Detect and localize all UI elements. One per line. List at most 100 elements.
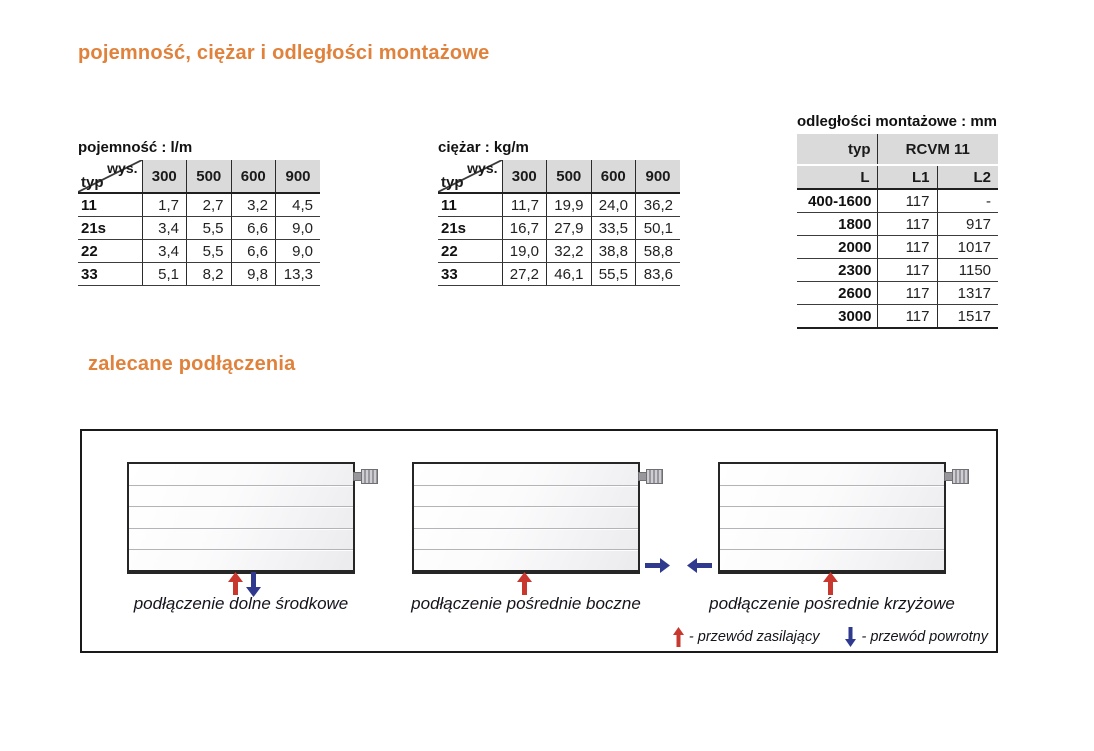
radiator-slat-line bbox=[720, 485, 944, 487]
radiator-slat-line bbox=[129, 506, 353, 508]
section-title-connections: zalecane podłączenia bbox=[88, 353, 296, 375]
table-row: 11 11,7 19,9 24,0 36,2 bbox=[438, 193, 680, 217]
l1-value: 117 bbox=[876, 258, 937, 282]
table-row: 2000 117 1017 bbox=[797, 235, 999, 259]
l2-value: 1017 bbox=[936, 235, 999, 259]
supply-arrow-up-icon bbox=[823, 572, 838, 595]
L-header: L bbox=[797, 165, 877, 190]
weight-header-row: wys. typ 300 500 600 900 bbox=[438, 160, 680, 194]
cell-value: 27,2 bbox=[501, 262, 547, 286]
table-row: 2300 117 1150 bbox=[797, 258, 999, 282]
cell-value: 83,6 bbox=[635, 262, 680, 286]
legend-item-supply: - przewód zasilający bbox=[672, 627, 820, 647]
return-arrow-right-icon bbox=[645, 558, 670, 573]
corner-wys-label: wys. bbox=[467, 160, 498, 176]
column-header: 300 bbox=[501, 160, 547, 194]
supply-arrow-up-icon bbox=[517, 572, 532, 595]
radiator-slat-line bbox=[414, 527, 638, 529]
legend: - przewód zasilający - przewód powrotny bbox=[672, 627, 988, 647]
cell-value: 3,2 bbox=[230, 193, 276, 217]
cell-value: 19,0 bbox=[501, 239, 547, 263]
return-arrow-down-icon bbox=[246, 572, 261, 597]
length-value: 2300 bbox=[797, 258, 877, 282]
row-type: 11 bbox=[438, 193, 502, 217]
row-type: 11 bbox=[78, 193, 142, 217]
cell-value: 1,7 bbox=[141, 193, 187, 217]
radiator-drawing bbox=[127, 462, 378, 574]
figure-caption: podłączenie pośrednie boczne bbox=[411, 594, 641, 613]
supply-arrow-up-icon bbox=[228, 572, 243, 595]
capacity-header-row: wys. typ 300 500 600 900 bbox=[78, 160, 320, 194]
radiator-slat-line bbox=[129, 527, 353, 529]
row-type: 22 bbox=[78, 239, 142, 263]
cell-value: 50,1 bbox=[635, 216, 680, 240]
length-value: 2000 bbox=[797, 235, 877, 259]
column-header: 500 bbox=[546, 160, 591, 194]
l2-value: 1150 bbox=[936, 258, 999, 282]
cell-value: 9,0 bbox=[275, 239, 320, 263]
cell-value: 27,9 bbox=[546, 216, 591, 240]
l2-value: - bbox=[936, 189, 999, 213]
cell-value: 19,9 bbox=[546, 193, 591, 217]
figure-caption: podłączenie dolne środkowe bbox=[133, 594, 349, 613]
cell-value: 36,2 bbox=[635, 193, 680, 217]
weight-table-block: ciężar : kg/m wys. typ 300 500 600 900 1… bbox=[438, 139, 680, 286]
L1-header: L1 bbox=[876, 165, 937, 190]
l2-value: 1517 bbox=[936, 304, 999, 329]
legend-label: - przewód zasilający bbox=[688, 629, 820, 645]
column-header: 300 bbox=[141, 160, 187, 194]
column-header: 600 bbox=[590, 160, 636, 194]
capacity-table-block: pojemność : l/m wys. typ 300 500 600 900… bbox=[78, 139, 320, 286]
valve-icon bbox=[353, 468, 378, 484]
radiator-slat-line bbox=[720, 548, 944, 550]
corner-typ-label: typ bbox=[441, 174, 464, 191]
valve-body bbox=[646, 469, 663, 484]
l1-value: 117 bbox=[876, 212, 937, 236]
row-type: 33 bbox=[438, 262, 502, 286]
l1-value: 117 bbox=[876, 304, 937, 329]
cell-value: 32,2 bbox=[546, 239, 591, 263]
legend-label: - przewód powrotny bbox=[861, 629, 988, 645]
mounting-table-block: odległości montażowe : mm typ RCVM 11 L … bbox=[797, 113, 999, 329]
return-arrow-left-icon bbox=[687, 558, 712, 573]
cell-value: 8,2 bbox=[186, 262, 231, 286]
radiator-slat-line bbox=[414, 485, 638, 487]
valve-body bbox=[952, 469, 969, 484]
weight-table-title: ciężar : kg/m bbox=[438, 139, 529, 156]
cell-value: 2,7 bbox=[186, 193, 231, 217]
table-row: 2600 117 1317 bbox=[797, 281, 999, 305]
page-title: pojemność, ciężar i odległości montażowe bbox=[78, 42, 490, 64]
cell-value: 55,5 bbox=[590, 262, 636, 286]
cell-value: 11,7 bbox=[501, 193, 547, 217]
length-value: 1800 bbox=[797, 212, 877, 236]
table-row: 22 3,4 5,5 6,6 9,0 bbox=[78, 239, 320, 263]
cell-value: 4,5 bbox=[275, 193, 320, 217]
radiator-slat-line bbox=[129, 548, 353, 550]
typ-header: typ bbox=[797, 134, 877, 166]
valve-body bbox=[361, 469, 378, 484]
row-type: 22 bbox=[438, 239, 502, 263]
l2-value: 1317 bbox=[936, 281, 999, 305]
radiator-slat-line bbox=[414, 506, 638, 508]
radiator-slat-line bbox=[414, 548, 638, 550]
valve-icon bbox=[638, 468, 663, 484]
table-row: 21s 3,4 5,5 6,6 9,0 bbox=[78, 216, 320, 240]
radiator-slat-line bbox=[720, 527, 944, 529]
row-type: 21s bbox=[78, 216, 142, 240]
cell-value: 3,4 bbox=[141, 239, 187, 263]
l1-value: 117 bbox=[876, 281, 937, 305]
cell-value: 9,0 bbox=[275, 216, 320, 240]
corner-cell: wys. typ bbox=[78, 160, 142, 194]
l1-value: 117 bbox=[876, 189, 937, 213]
column-header: 900 bbox=[635, 160, 680, 194]
length-value: 2600 bbox=[797, 281, 877, 305]
table-row: 22 19,0 32,2 38,8 58,8 bbox=[438, 239, 680, 263]
table-row: 3000 117 1517 bbox=[797, 304, 999, 329]
corner-cell: wys. typ bbox=[438, 160, 502, 194]
cell-value: 38,8 bbox=[590, 239, 636, 263]
table-row: 21s 16,7 27,9 33,5 50,1 bbox=[438, 216, 680, 240]
supply-arrow-up-icon bbox=[672, 627, 684, 647]
radiator-figure-intermediate-side: podłączenie pośrednie boczne bbox=[411, 462, 670, 613]
cell-value: 24,0 bbox=[590, 193, 636, 217]
column-header: 900 bbox=[275, 160, 320, 194]
